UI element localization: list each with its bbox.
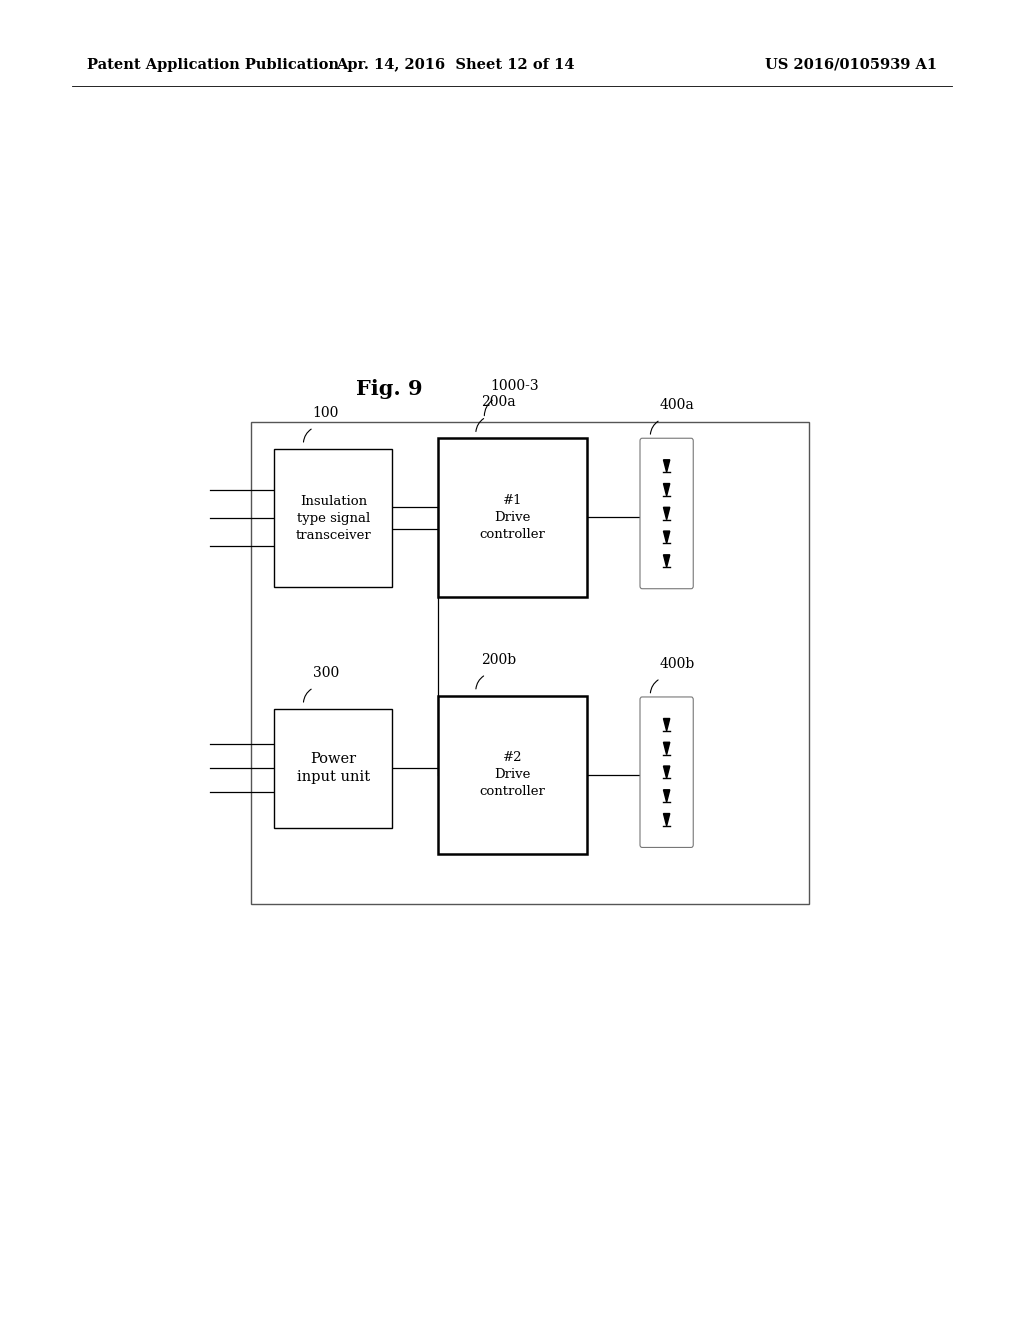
Text: 100: 100 [312, 405, 339, 420]
Text: #2
Drive
controller: #2 Drive controller [479, 751, 546, 799]
Polygon shape [664, 813, 670, 826]
Polygon shape [664, 507, 670, 520]
Text: 200a: 200a [481, 395, 516, 409]
Text: Patent Application Publication: Patent Application Publication [87, 58, 339, 71]
Polygon shape [664, 531, 670, 544]
Polygon shape [664, 789, 670, 803]
Bar [438, 438, 587, 597]
Text: 400b: 400b [659, 656, 694, 671]
Bar [438, 696, 587, 854]
Polygon shape [664, 766, 670, 779]
Text: Apr. 14, 2016  Sheet 12 of 14: Apr. 14, 2016 Sheet 12 of 14 [337, 58, 574, 71]
Bar [274, 709, 392, 828]
Text: 400a: 400a [659, 397, 694, 412]
Bar [274, 449, 392, 587]
Polygon shape [664, 459, 670, 473]
Bar [251, 422, 809, 904]
Text: #1
Drive
controller: #1 Drive controller [479, 494, 546, 541]
Text: 1000-3: 1000-3 [490, 379, 540, 393]
Polygon shape [664, 742, 670, 755]
Polygon shape [664, 554, 670, 568]
Text: 200b: 200b [480, 652, 516, 667]
Polygon shape [664, 718, 670, 731]
Polygon shape [664, 483, 670, 496]
Text: Power
input unit: Power input unit [297, 752, 370, 784]
FancyBboxPatch shape [640, 438, 693, 589]
Text: Insulation
type signal
transceiver: Insulation type signal transceiver [296, 495, 371, 541]
FancyBboxPatch shape [640, 697, 693, 847]
Text: 300: 300 [312, 665, 339, 680]
Text: Fig. 9: Fig. 9 [355, 379, 423, 400]
Text: US 2016/0105939 A1: US 2016/0105939 A1 [765, 58, 937, 71]
